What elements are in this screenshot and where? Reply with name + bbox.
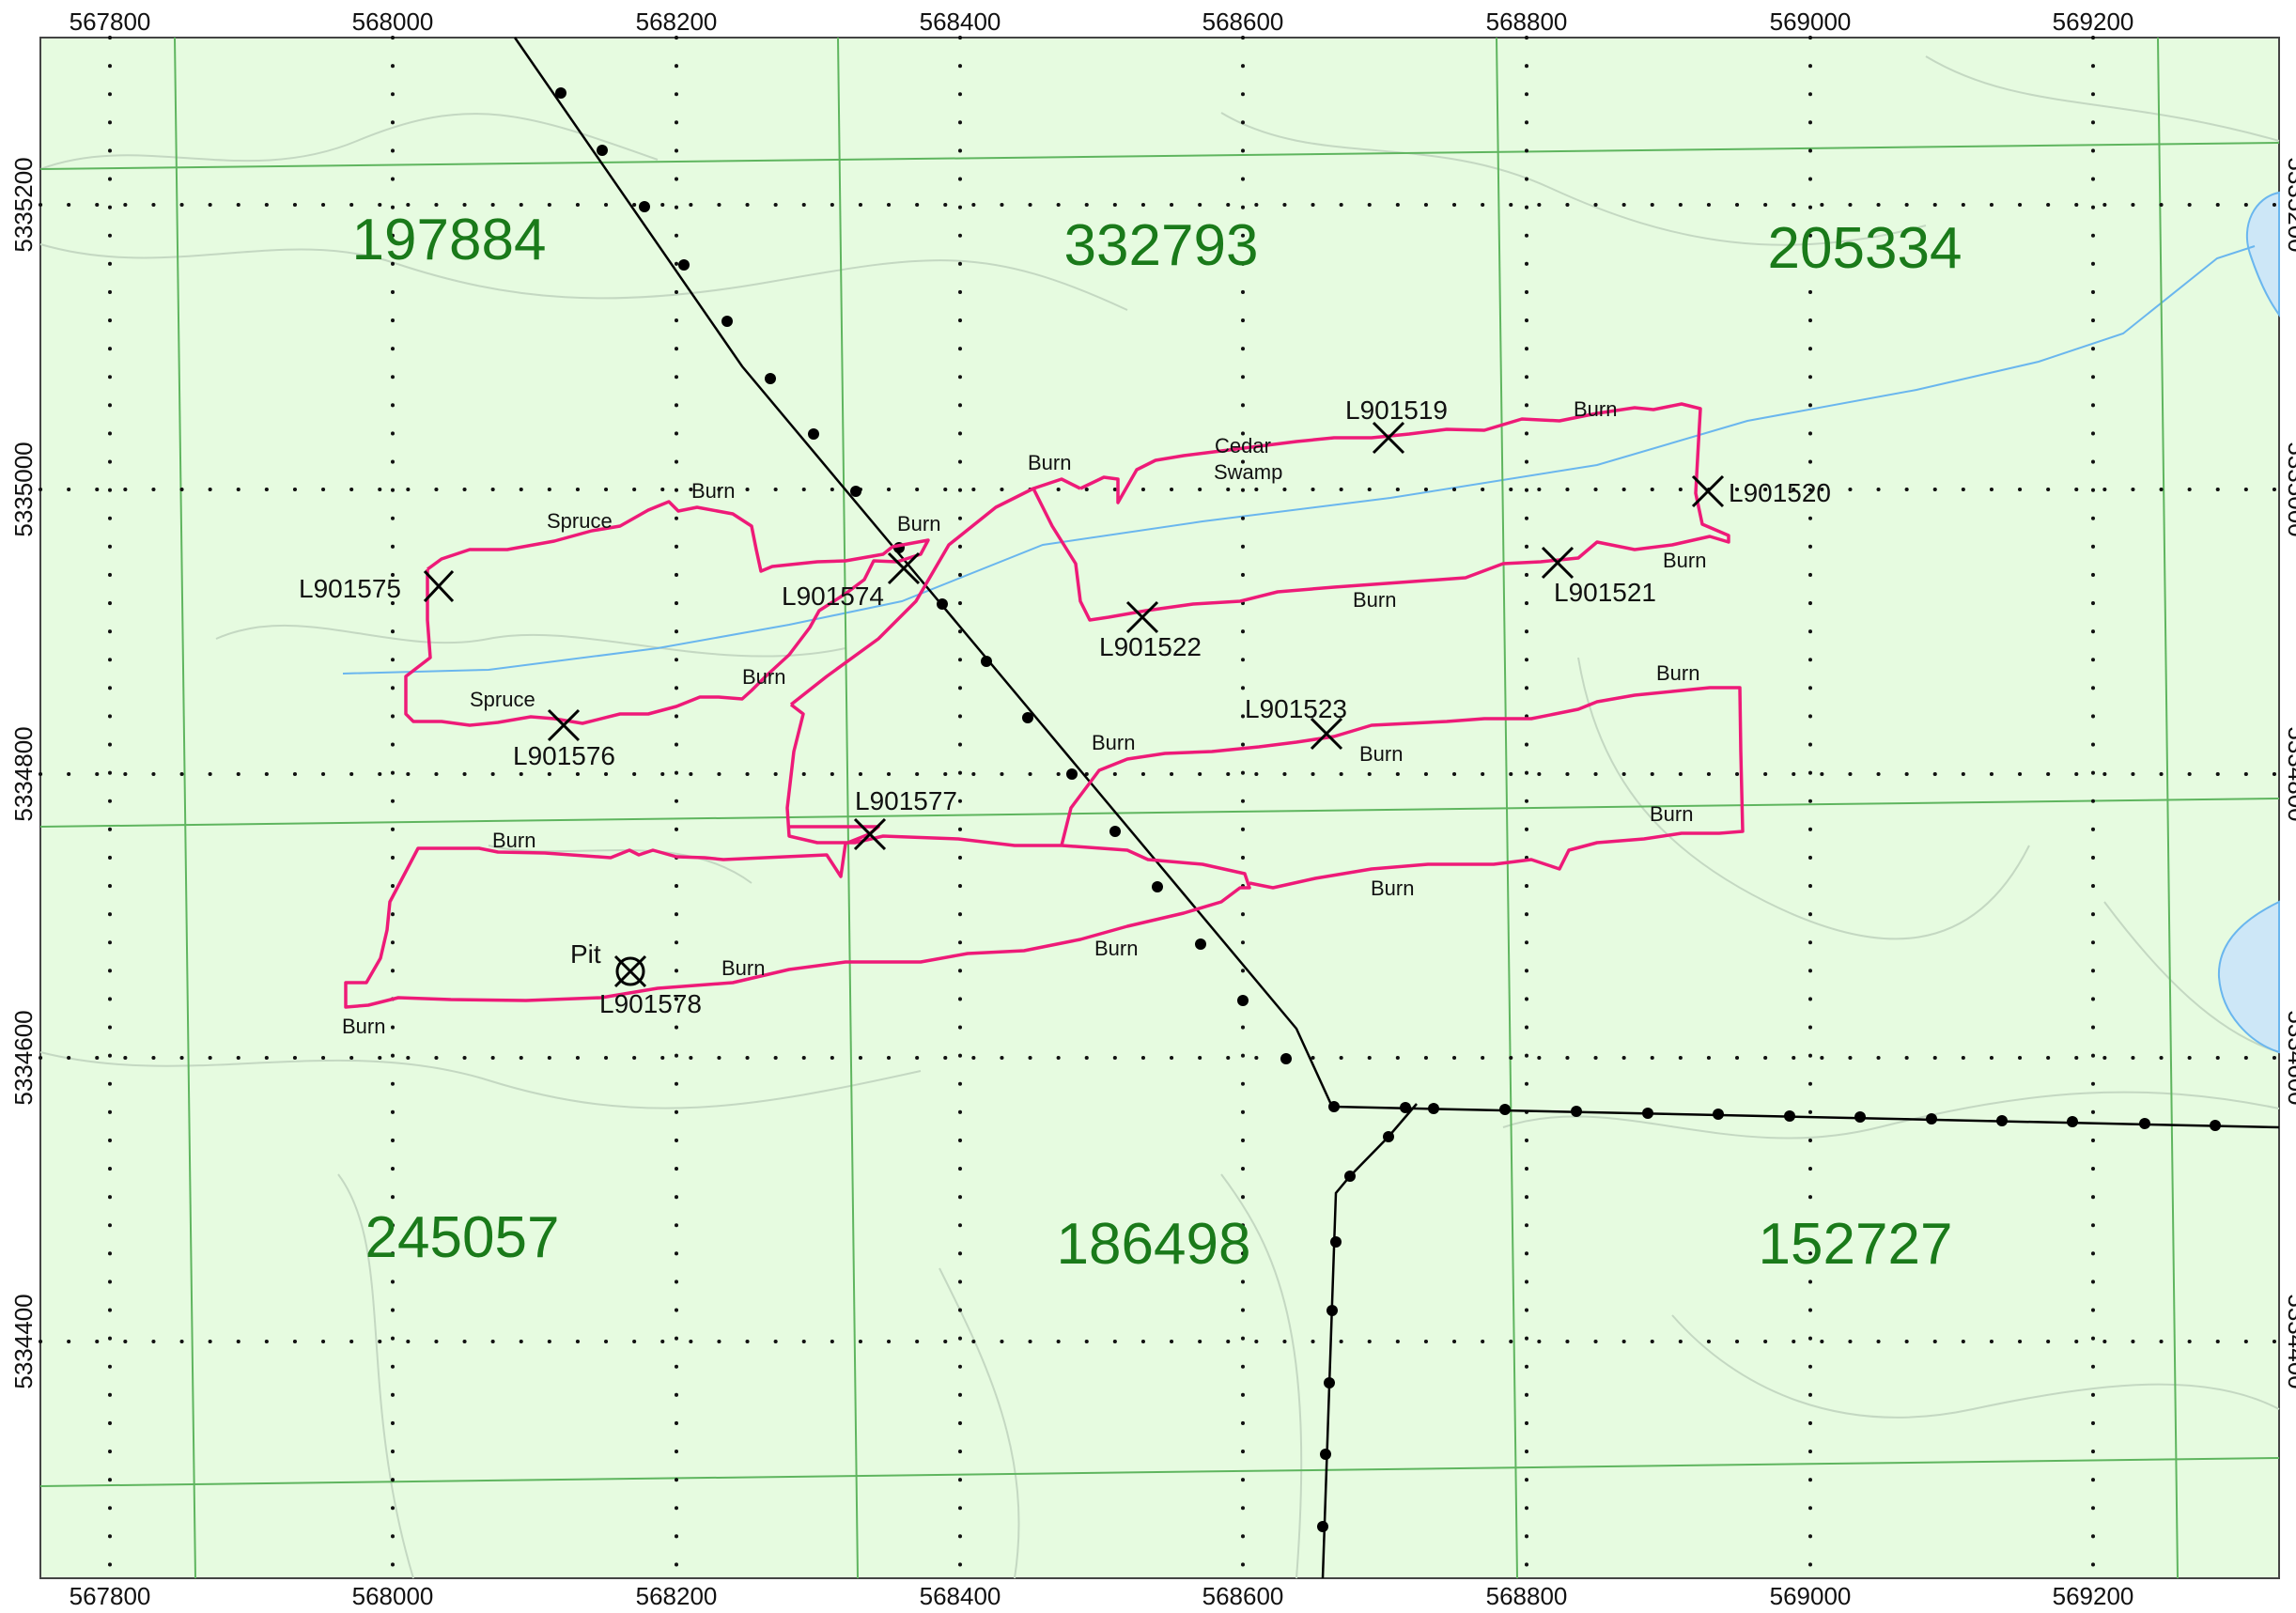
- note-pit: Pit: [570, 939, 601, 969]
- x-tick-top: 569200: [2053, 8, 2134, 36]
- note-burn: Burn: [342, 1015, 385, 1038]
- sample-x-l901574: [887, 551, 921, 585]
- claim-boundary-v4: [2157, 37, 2179, 1579]
- sample-label-l901521: L901521: [1554, 578, 1656, 607]
- x-tick-bottom: 568400: [920, 1582, 1001, 1610]
- traverse-loop-south: [1060, 686, 1745, 890]
- sample-label-l901574: L901574: [782, 582, 884, 611]
- note-burn: Burn: [1028, 451, 1071, 474]
- note-burn: Burn: [691, 479, 735, 503]
- sample-markers: [423, 421, 1725, 988]
- x-tick-top: 568400: [920, 8, 1001, 36]
- y-tick-right: 5334800: [2283, 726, 2296, 821]
- x-tick-top: 568800: [1486, 8, 1568, 36]
- traverse-diagonal: [789, 477, 1081, 706]
- claim-number: 332793: [1064, 213, 1259, 278]
- x-tick-top: 568000: [352, 8, 434, 36]
- lake-top-right: [2245, 191, 2280, 318]
- x-tick-bottom: 567800: [70, 1582, 151, 1610]
- sample-label-l901578: L901578: [599, 989, 702, 1018]
- note-burn: Burn: [897, 512, 940, 535]
- sample-label-l901577: L901577: [855, 786, 957, 815]
- traverse-connector: [344, 703, 1251, 1009]
- note-burn: Burn: [492, 829, 535, 852]
- note-burn: Burn: [742, 665, 785, 689]
- pit-symbol: [615, 956, 645, 986]
- sample-label-l901523: L901523: [1245, 694, 1347, 723]
- y-tick-right: 5335200: [2283, 157, 2296, 252]
- note-burn: Burn: [1092, 731, 1135, 754]
- note-burn: Burn: [721, 956, 765, 980]
- y-tick-left: 5334800: [9, 726, 38, 821]
- note-burn: Burn: [1574, 397, 1617, 421]
- sample-x-l901520: [1691, 474, 1725, 508]
- y-tick-left: 5335000: [9, 442, 38, 536]
- sample-label-l901520: L901520: [1729, 478, 1831, 507]
- trail-diagonal: [513, 37, 1334, 1108]
- sample-x-l901577: [853, 817, 887, 851]
- claim-number: 205334: [1768, 216, 1962, 281]
- trail-east: [1331, 1105, 2280, 1129]
- sample-label-l901522: L901522: [1099, 632, 1202, 661]
- claim-boundary-h1: [39, 142, 2280, 170]
- stream: [342, 245, 2256, 675]
- claim-number: 197884: [352, 208, 547, 272]
- y-tick-right: 5334600: [2283, 1010, 2296, 1105]
- sample-x-l901575: [423, 569, 455, 603]
- claim-boundaries: [39, 37, 2280, 1579]
- x-tick-bottom: 569000: [1770, 1582, 1852, 1610]
- y-tick-left: 5334400: [9, 1294, 38, 1388]
- note-spruce: Spruce: [470, 688, 535, 711]
- y-tick-left: 5335200: [9, 157, 38, 252]
- map-frame: [39, 37, 2280, 1579]
- note-burn: Burn: [1656, 661, 1699, 685]
- x-tick-top: 568600: [1202, 8, 1284, 36]
- sample-x-l901519: [1372, 421, 1405, 455]
- x-tick-top: 569000: [1770, 8, 1852, 36]
- sample-x-l901576: [547, 708, 581, 742]
- y-tick-right: 5335000: [2283, 442, 2296, 536]
- x-tick-bottom: 568600: [1202, 1582, 1284, 1610]
- x-tick-bottom: 568000: [352, 1582, 434, 1610]
- note-burn: Burn: [1663, 549, 1706, 572]
- x-tick-bottom: 568800: [1486, 1582, 1568, 1610]
- note-burn: Burn: [1650, 802, 1693, 826]
- sample-label-l901575: L901575: [299, 574, 401, 603]
- sample-label-l901576: L901576: [513, 741, 615, 770]
- x-tick-top: 568200: [636, 8, 718, 36]
- x-tick-top: 567800: [70, 8, 151, 36]
- contour-lines: [39, 55, 2280, 1579]
- note-burn: Burn: [1353, 588, 1396, 612]
- x-tick-bottom: 569200: [2053, 1582, 2134, 1610]
- note-spruce: Spruce: [547, 509, 613, 533]
- claim-boundary-v2: [837, 37, 859, 1579]
- claim-number: 245057: [365, 1205, 560, 1270]
- traverse-loop-west: [404, 500, 930, 727]
- utm-grid: [39, 36, 2281, 1580]
- sample-x-l901522: [1125, 600, 1159, 634]
- y-tick-right: 5334400: [2283, 1294, 2296, 1388]
- claim-boundary-h3: [39, 1457, 2280, 1487]
- traverse-loop-east: [1032, 402, 1730, 622]
- note-cedar: Cedar: [1215, 434, 1271, 458]
- traverse-tracks: [344, 402, 1745, 1009]
- note-burn: Burn: [1371, 876, 1414, 900]
- claim-boundary-h2: [39, 798, 2280, 828]
- note-swamp: Swamp: [1214, 460, 1282, 484]
- sample-x-l901523: [1310, 717, 1343, 751]
- trail-stations: [555, 87, 2221, 1532]
- claim-number: 186498: [1057, 1212, 1251, 1277]
- note-burn: Burn: [1359, 742, 1403, 766]
- sample-x-l901521: [1541, 546, 1575, 580]
- lake-right: [2217, 900, 2280, 1054]
- x-tick-bottom: 568200: [636, 1582, 718, 1610]
- claim-boundary-v1: [174, 37, 196, 1579]
- sample-label-l901519: L901519: [1345, 395, 1448, 425]
- claim-number: 152727: [1759, 1212, 1953, 1277]
- note-burn: Burn: [1094, 937, 1138, 960]
- y-tick-left: 5334600: [9, 1010, 38, 1105]
